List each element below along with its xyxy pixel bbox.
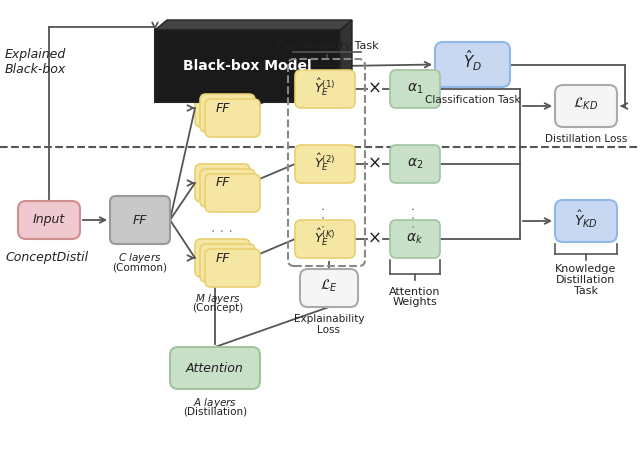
Text: ×: ×	[368, 155, 382, 173]
Text: $\alpha_{2}$: $\alpha_{2}$	[407, 157, 423, 171]
Text: Explainability: Explainability	[294, 314, 364, 324]
Text: Attention: Attention	[389, 287, 441, 297]
Polygon shape	[340, 20, 352, 102]
Text: Explainability Task: Explainability Task	[276, 41, 378, 51]
Text: (Distillation): (Distillation)	[183, 407, 247, 417]
Text: FF: FF	[215, 101, 230, 115]
FancyBboxPatch shape	[435, 42, 510, 87]
Text: · · ·: · · ·	[408, 206, 422, 228]
Text: $\mathcal{L}_{KD}$: $\mathcal{L}_{KD}$	[573, 96, 598, 112]
FancyBboxPatch shape	[555, 200, 617, 242]
FancyBboxPatch shape	[200, 244, 255, 282]
FancyBboxPatch shape	[200, 169, 255, 207]
Text: FF: FF	[132, 213, 147, 227]
FancyBboxPatch shape	[195, 164, 250, 202]
FancyBboxPatch shape	[295, 220, 355, 258]
Text: Classification Task: Classification Task	[425, 95, 520, 105]
Text: Weights: Weights	[392, 297, 437, 307]
Text: $\hat{Y}_{E}^{(K)}$: $\hat{Y}_{E}^{(K)}$	[314, 226, 336, 248]
Text: ×: ×	[368, 230, 382, 248]
Text: Attention: Attention	[186, 361, 244, 374]
FancyBboxPatch shape	[170, 347, 260, 389]
Polygon shape	[155, 20, 352, 30]
Text: (Common): (Common)	[113, 262, 168, 272]
Text: Input: Input	[33, 213, 65, 227]
Text: Distillation: Distillation	[556, 275, 616, 285]
FancyBboxPatch shape	[390, 70, 440, 108]
FancyBboxPatch shape	[390, 220, 440, 258]
Text: $\mathcal{L}_{E}$: $\mathcal{L}_{E}$	[320, 278, 338, 294]
FancyBboxPatch shape	[195, 239, 250, 277]
Text: FF: FF	[215, 176, 230, 190]
Text: ×: ×	[368, 80, 382, 98]
Text: · · ·: · · ·	[318, 206, 332, 228]
Text: Task: Task	[574, 286, 598, 296]
FancyBboxPatch shape	[205, 99, 260, 137]
Text: FF: FF	[215, 251, 230, 265]
FancyBboxPatch shape	[390, 145, 440, 183]
FancyBboxPatch shape	[18, 201, 80, 239]
Bar	[155, 30, 340, 102]
Text: ConceptDistil: ConceptDistil	[5, 250, 88, 264]
FancyBboxPatch shape	[195, 89, 250, 127]
FancyBboxPatch shape	[295, 70, 355, 108]
Text: Loss: Loss	[317, 325, 340, 335]
Text: Black-box Model: Black-box Model	[183, 59, 312, 73]
Text: Explained
Black-box: Explained Black-box	[5, 48, 67, 76]
Text: $\alpha_{k}$: $\alpha_{k}$	[406, 232, 424, 246]
FancyBboxPatch shape	[555, 85, 617, 127]
Text: $\hat{Y}_{D}$: $\hat{Y}_{D}$	[463, 48, 482, 73]
Text: $M$ layers: $M$ layers	[195, 292, 241, 306]
Text: $\hat{Y}_{E}^{(1)}$: $\hat{Y}_{E}^{(1)}$	[314, 76, 336, 98]
Text: Distillation Loss: Distillation Loss	[545, 134, 627, 144]
FancyBboxPatch shape	[110, 196, 170, 244]
Text: Knowledge: Knowledge	[556, 264, 617, 274]
FancyBboxPatch shape	[295, 145, 355, 183]
Text: $\alpha_{1}$: $\alpha_{1}$	[407, 82, 423, 96]
Text: $C$ layers: $C$ layers	[118, 251, 162, 265]
Text: (Concept): (Concept)	[193, 303, 244, 313]
FancyBboxPatch shape	[200, 94, 255, 132]
Text: · · ·: · · ·	[211, 225, 233, 239]
Text: $\hat{Y}_{E}^{(2)}$: $\hat{Y}_{E}^{(2)}$	[314, 151, 336, 173]
FancyBboxPatch shape	[205, 174, 260, 212]
Text: $A$ layers: $A$ layers	[193, 396, 237, 410]
FancyBboxPatch shape	[300, 269, 358, 307]
Text: $\hat{Y}_{KD}$: $\hat{Y}_{KD}$	[574, 208, 598, 230]
FancyBboxPatch shape	[205, 249, 260, 287]
